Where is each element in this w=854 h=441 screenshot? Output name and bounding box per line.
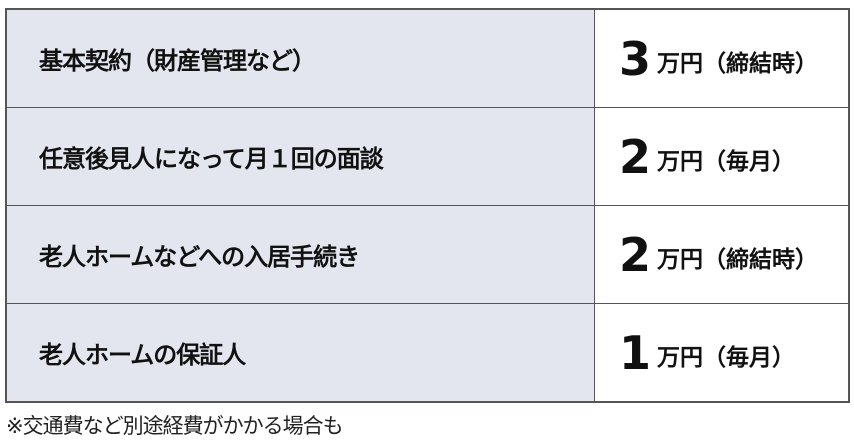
fee-unit: 万円（毎月）: [657, 344, 796, 371]
fee-unit: 万円（毎月）: [657, 148, 796, 175]
table-row: 老人ホームの保証人 1 万円（毎月）: [5, 303, 850, 403]
fee-unit: 万円（締結時）: [657, 246, 819, 273]
fee-unit: 万円（締結時）: [657, 50, 819, 77]
fee-amount: 1: [619, 325, 652, 380]
service-label: 老人ホームなどへの入居手続き: [5, 205, 595, 304]
fee-cell: 3 万円（締結時）: [594, 8, 850, 108]
service-label: 基本契約（財産管理など）: [5, 8, 595, 108]
fee-amount: 3: [619, 31, 652, 86]
service-label: 老人ホームの保証人: [5, 303, 595, 403]
fee-cell: 2 万円（毎月）: [594, 107, 850, 206]
fee-cell: 2 万円（締結時）: [594, 205, 850, 304]
service-label: 任意後見人になって月１回の面談: [5, 107, 595, 206]
table-row: 基本契約（財産管理など） 3 万円（締結時）: [5, 8, 850, 108]
footnote: ※交通費など別途経費がかかる場合も: [6, 414, 344, 438]
fee-amount: 2: [619, 227, 652, 282]
table-row: 老人ホームなどへの入居手続き 2 万円（締結時）: [5, 205, 850, 304]
table-row: 任意後見人になって月１回の面談 2 万円（毎月）: [5, 107, 850, 206]
fee-cell: 1 万円（毎月）: [594, 303, 850, 403]
fee-amount: 2: [619, 129, 652, 184]
